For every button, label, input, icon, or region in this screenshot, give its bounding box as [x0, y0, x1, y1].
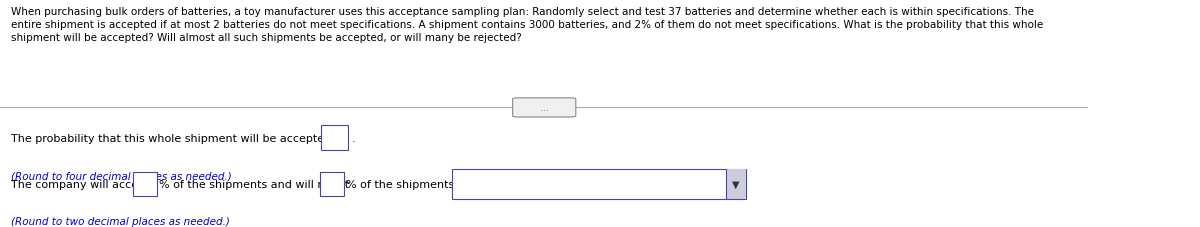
Text: ▼: ▼: [732, 179, 739, 189]
FancyBboxPatch shape: [133, 172, 157, 197]
Text: The company will accept: The company will accept: [11, 179, 149, 189]
FancyBboxPatch shape: [320, 172, 344, 197]
Text: ...: ...: [540, 103, 548, 112]
Text: % of the shipments, so: % of the shipments, so: [346, 179, 474, 189]
Text: The probability that this whole shipment will be accepted is: The probability that this whole shipment…: [11, 133, 343, 143]
FancyBboxPatch shape: [512, 98, 576, 118]
Text: % of the shipments and will reject: % of the shipments and will reject: [158, 179, 349, 189]
FancyBboxPatch shape: [726, 170, 745, 199]
Text: .: .: [352, 133, 355, 143]
Text: (Round to four decimal places as needed.): (Round to four decimal places as needed.…: [11, 171, 232, 181]
Text: When purchasing bulk orders of batteries, a toy manufacturer uses this acceptanc: When purchasing bulk orders of batteries…: [11, 7, 1043, 43]
FancyBboxPatch shape: [322, 126, 348, 151]
FancyBboxPatch shape: [451, 170, 745, 199]
Text: (Round to two decimal places as needed.): (Round to two decimal places as needed.): [11, 216, 229, 226]
